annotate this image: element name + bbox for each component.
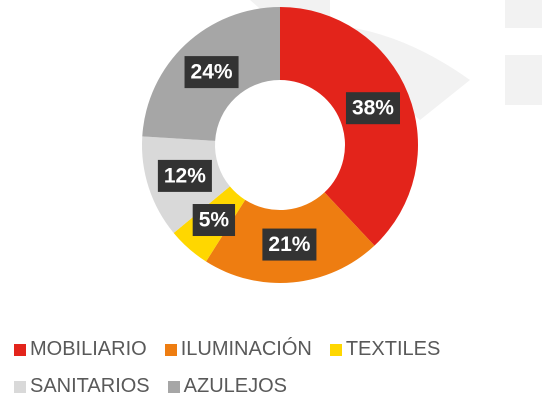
legend-label: SANITARIOS bbox=[30, 375, 150, 397]
data-label-text: 12% bbox=[164, 164, 206, 187]
legend-swatch bbox=[164, 343, 177, 356]
data-label-box bbox=[192, 204, 236, 237]
data-label-box bbox=[157, 159, 212, 192]
data-label-text: 5% bbox=[199, 209, 230, 232]
data-label-box bbox=[262, 228, 317, 261]
legend-item: ILUMINACIÓN bbox=[164, 338, 312, 361]
data-label-text: 38% bbox=[352, 97, 394, 120]
legend-swatch bbox=[167, 380, 180, 393]
data-label: 21% bbox=[262, 228, 317, 261]
donut-segment bbox=[280, 7, 418, 246]
legend-swatch bbox=[329, 343, 342, 356]
plot: 38% 21% 5% 12% 24% bbox=[142, 0, 542, 284]
legend-item: TEXTILES bbox=[329, 338, 441, 361]
legend-swatch bbox=[14, 380, 26, 393]
legend-item: SANITARIOS bbox=[14, 375, 150, 398]
data-label-box bbox=[345, 92, 400, 125]
data-label: 12% bbox=[157, 159, 212, 192]
data-label-text: 24% bbox=[191, 61, 233, 84]
legend-label: AZULEJOS bbox=[183, 375, 288, 397]
watermark bbox=[505, 55, 542, 105]
data-label-box bbox=[184, 56, 239, 89]
legend-item: MOBILIARIO bbox=[14, 338, 147, 361]
legend-swatch bbox=[14, 343, 26, 356]
watermark bbox=[505, 0, 542, 28]
data-label: 38% bbox=[345, 92, 400, 125]
data-label: 5% bbox=[192, 204, 236, 237]
legend-label: MOBILIARIO bbox=[30, 338, 147, 360]
data-label: 24% bbox=[184, 56, 239, 89]
data-label-text: 21% bbox=[268, 233, 310, 256]
legend-label: TEXTILES bbox=[345, 338, 441, 360]
legend: MOBILIARIO ILUMINACIÓN TEXTILES SANITARIOS A… bbox=[14, 338, 534, 398]
legend-label: ILUMINACIÓN bbox=[180, 338, 312, 360]
legend-item: AZULEJOS bbox=[167, 375, 288, 398]
